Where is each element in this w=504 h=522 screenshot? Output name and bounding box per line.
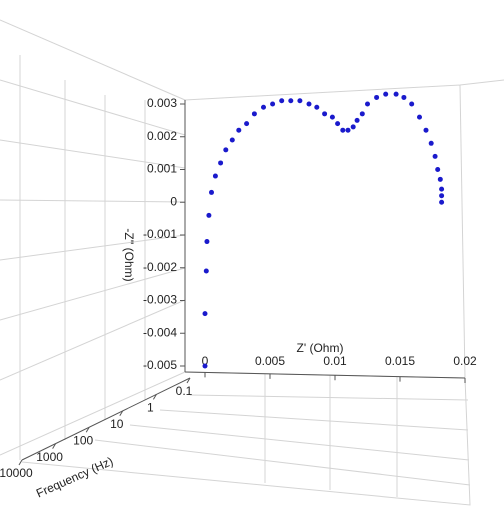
- point: [417, 114, 422, 120]
- point: [345, 127, 351, 133]
- y-tick-label: 0: [170, 194, 177, 208]
- y-axis-title: -Z'' (Ohm): [122, 228, 136, 281]
- point: [439, 193, 445, 199]
- z-tick: [152, 394, 157, 400]
- point: [229, 137, 235, 143]
- point: [439, 199, 445, 205]
- point: [359, 111, 365, 117]
- point: [297, 98, 303, 104]
- point: [322, 111, 328, 117]
- point: [409, 101, 415, 107]
- point: [340, 127, 346, 133]
- point: [209, 189, 214, 195]
- point: [439, 186, 445, 192]
- point: [365, 101, 370, 107]
- point: [244, 121, 250, 127]
- point: [251, 111, 257, 117]
- z-tick-label: 1000: [36, 450, 63, 464]
- z-axis: [21, 377, 191, 461]
- point: [279, 98, 285, 104]
- point: [432, 153, 438, 159]
- point: [314, 104, 320, 110]
- point: [261, 104, 266, 110]
- walls: [0, 19, 504, 506]
- point: [401, 94, 407, 100]
- point: [428, 140, 434, 146]
- point: [270, 101, 276, 107]
- point: [236, 127, 242, 133]
- y-tick-label: -0.003: [143, 293, 177, 307]
- point: [350, 124, 356, 130]
- z-tick-label: 0.1: [176, 384, 193, 398]
- z-tick: [186, 377, 191, 384]
- z-tick: [18, 459, 23, 466]
- point: [329, 114, 335, 120]
- point: [437, 176, 443, 182]
- point: [212, 173, 218, 179]
- point: [354, 117, 360, 123]
- point: [202, 311, 208, 317]
- y-tick-label: 0.001: [147, 162, 177, 176]
- y-tick-label: 0.002: [147, 129, 177, 143]
- x-tick-label: 0.02: [453, 354, 477, 368]
- point: [306, 101, 312, 107]
- y-tick-label: -0.002: [143, 260, 177, 274]
- x-tick-label: 0.005: [255, 354, 285, 368]
- point: [288, 98, 294, 104]
- point: [374, 94, 380, 100]
- x-tick-label: 0.015: [385, 354, 415, 368]
- x-axis-title: Z' (Ohm): [297, 341, 344, 355]
- y-tick-label: -0.001: [143, 227, 177, 241]
- point: [435, 167, 441, 172]
- y-tick-label: 0.003: [147, 96, 177, 110]
- point: [423, 127, 429, 133]
- point: [383, 91, 389, 97]
- point: [218, 160, 224, 166]
- point: [203, 268, 209, 274]
- point: [204, 239, 210, 245]
- point: [202, 363, 208, 369]
- x-axis: [184, 371, 466, 379]
- z-tick: [85, 426, 90, 433]
- y-tick-label: -0.005: [143, 358, 177, 372]
- x-tick-label: 0: [202, 354, 209, 368]
- point: [335, 121, 341, 127]
- point: [206, 212, 212, 218]
- z-tick-label: 10000: [0, 466, 33, 480]
- z-tick: [52, 443, 57, 449]
- z-tick-label: 100: [73, 433, 93, 447]
- z-tick: [119, 410, 124, 417]
- y-tick-label: -0.004: [143, 325, 177, 339]
- point: [223, 147, 229, 153]
- point: [393, 91, 399, 97]
- z-tick-label: 10: [110, 417, 124, 431]
- x-tick-label: 0.01: [323, 354, 347, 368]
- z-tick-label: 1: [147, 401, 154, 415]
